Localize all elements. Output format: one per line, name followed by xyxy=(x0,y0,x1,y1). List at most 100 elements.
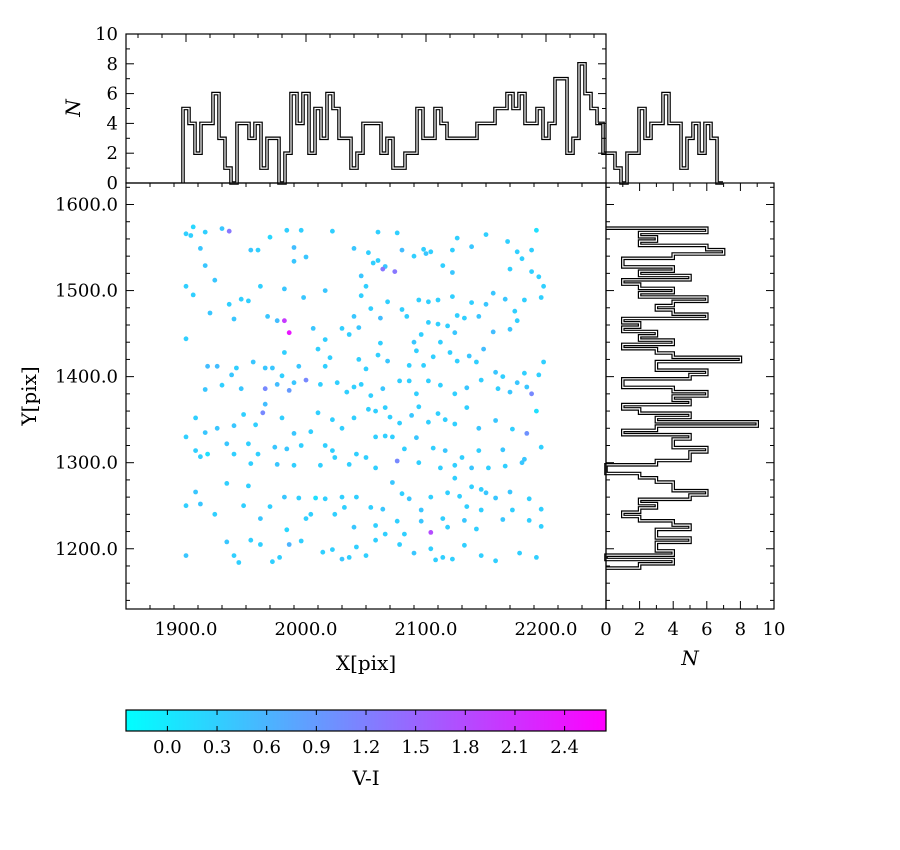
scatter-point xyxy=(322,443,328,448)
scatter-point xyxy=(231,316,237,322)
scatter-point xyxy=(219,382,225,388)
scatter-point xyxy=(474,526,479,532)
scatter-point xyxy=(253,422,258,428)
scatter-point xyxy=(452,462,458,468)
scatter-point xyxy=(193,489,199,495)
y-tick-label: 1200.0 xyxy=(55,539,118,560)
scatter-point xyxy=(255,247,261,253)
scatter-point xyxy=(241,503,247,509)
scatter-point xyxy=(375,229,381,235)
scatter-point xyxy=(351,415,357,421)
scatter-point xyxy=(332,455,338,460)
scatter-point xyxy=(462,518,467,523)
scatter-point xyxy=(298,227,304,233)
y-tick-label: 1600.0 xyxy=(55,195,118,216)
scatter-point xyxy=(214,425,220,431)
top-y-tick-label: 4 xyxy=(107,113,118,134)
scatter-point xyxy=(493,418,498,423)
scatter-point xyxy=(255,451,261,457)
scatter-point xyxy=(342,505,347,510)
scatter-point xyxy=(205,451,211,457)
top-y-tick-label: 2 xyxy=(107,143,118,164)
scatter-point xyxy=(483,232,489,238)
scatter-point xyxy=(183,336,189,342)
scatter-point xyxy=(322,363,328,369)
scatter-point xyxy=(435,411,441,416)
colorbar-ticks: 0.0 0.3 0.6 0.9 1.2 1.5 1.8 2.1 2.4 xyxy=(153,710,579,758)
scatter-point xyxy=(534,408,539,414)
scatter-point xyxy=(258,516,263,521)
scatter-point xyxy=(380,266,386,272)
colorbar-tick-label: 0.0 xyxy=(153,737,182,758)
scatter-point xyxy=(385,299,390,305)
scatter-point xyxy=(486,465,491,471)
scatter-point xyxy=(382,531,388,537)
scatter-point xyxy=(358,293,364,299)
scatter-point xyxy=(248,461,254,466)
scatter-point xyxy=(183,503,189,509)
scatter-point xyxy=(502,296,508,302)
scatter-point xyxy=(224,441,230,447)
scatter-point xyxy=(536,372,542,378)
scatter-point xyxy=(524,431,530,436)
right-histogram-inner xyxy=(605,227,758,569)
scatter-point xyxy=(363,283,369,289)
scatter-point xyxy=(378,315,383,321)
scatter-point xyxy=(450,294,455,299)
scatter-point xyxy=(262,386,268,392)
scatter-point xyxy=(469,300,474,305)
scatter-point xyxy=(476,448,482,453)
top-histogram-outline xyxy=(181,62,723,185)
scatter-point xyxy=(351,246,357,251)
scatter-point xyxy=(183,283,189,289)
scatter-point xyxy=(402,531,407,537)
right-histogram-x-ticks: 0 2 4 6 8 10 xyxy=(600,183,785,640)
scatter-point xyxy=(421,246,426,252)
scatter-point xyxy=(428,249,434,255)
scatter-point xyxy=(313,495,318,501)
scatter-point xyxy=(262,365,268,371)
x-axis-label: X[pix] xyxy=(336,651,396,675)
scatter-point xyxy=(402,446,407,452)
scatter-point xyxy=(526,496,532,502)
scatter-point xyxy=(397,420,402,426)
scatter-point xyxy=(522,297,527,303)
scatter-point xyxy=(274,382,280,387)
scatter-point xyxy=(205,363,211,369)
scatter-point xyxy=(190,224,196,230)
scatter-point xyxy=(330,547,335,552)
scatter-point xyxy=(454,313,460,318)
scatter-point xyxy=(198,246,203,251)
scatter-point xyxy=(476,425,482,431)
scatter-point xyxy=(226,228,232,234)
scatter-point xyxy=(500,517,506,522)
scatter-point xyxy=(226,301,232,307)
scatter-point xyxy=(507,489,513,495)
scatter-point xyxy=(296,363,302,369)
scatter-point xyxy=(202,263,208,268)
scatter-point xyxy=(358,382,364,387)
scatter-point xyxy=(339,326,345,331)
scatter-point xyxy=(493,558,498,564)
scatter-point xyxy=(469,465,474,471)
scatter-point xyxy=(282,350,287,355)
scatter-point xyxy=(339,556,345,562)
scatter-point xyxy=(202,430,208,435)
scatter-point xyxy=(394,518,400,524)
scatter-point xyxy=(493,369,498,375)
scatter-point xyxy=(438,382,443,388)
scatter-point xyxy=(406,378,412,384)
scatter-point xyxy=(495,386,501,392)
scatter-point xyxy=(426,419,431,425)
scatter-point xyxy=(462,542,467,548)
scatter-point xyxy=(270,559,275,565)
right-x-tick-label: 6 xyxy=(701,619,712,640)
scatter-point xyxy=(438,339,443,345)
right-x-tick-label: 8 xyxy=(735,619,746,640)
scatter-point xyxy=(414,348,419,354)
scatter-point xyxy=(385,358,390,364)
scatter-point xyxy=(246,483,251,489)
scatter-point xyxy=(450,247,455,253)
scatter-point xyxy=(241,412,247,417)
